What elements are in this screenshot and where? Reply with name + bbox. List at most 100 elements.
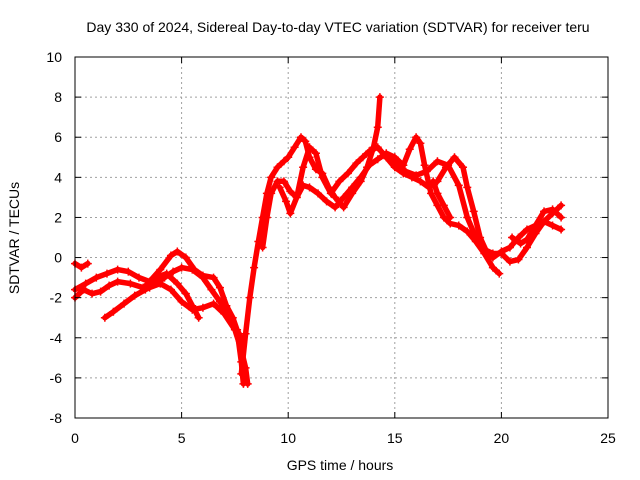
data-point [79,285,88,294]
data-point [557,225,566,234]
data-point [480,245,489,254]
data-point [495,269,504,278]
data-point [522,225,531,234]
data-point [299,163,308,172]
data-point [241,329,250,338]
chart-title: Day 330 of 2024, Sidereal Day-to-day VTE… [86,19,589,35]
y-tick-label: 8 [54,89,62,105]
plot-frame [74,56,609,419]
series-track [237,93,384,378]
data-point [177,297,186,306]
data-point [540,217,549,226]
data-point [557,213,566,222]
data-point [548,221,557,230]
data-point [412,133,421,142]
data-point [373,123,382,132]
data-point [429,177,438,186]
data-point [262,213,271,222]
data-point [522,235,531,244]
data-point [450,153,459,162]
data-point [275,183,284,192]
data-point [258,243,267,252]
data-point [166,251,175,260]
data-point [548,205,557,214]
x-tick-label: 5 [178,430,186,446]
series-band [238,94,383,377]
data-point [81,279,90,288]
series-band [102,264,247,345]
data-point [508,233,517,242]
series-track [429,177,455,222]
data-point [188,265,197,274]
data-point [92,273,101,282]
data-point [463,183,472,192]
data-point [267,173,276,182]
data-point [305,143,314,152]
y-tick-label: -8 [50,410,63,426]
series-track [71,247,248,388]
data-point [88,289,97,298]
data-point [299,181,308,190]
y-tick-label: 10 [46,49,62,65]
data-point [83,259,92,268]
data-point [126,279,135,288]
data-point [422,167,431,176]
data-point [401,167,410,176]
data-point [365,161,374,170]
data-point [120,299,129,308]
data-point [352,159,361,168]
data-point [416,177,425,186]
data-point [160,273,169,282]
data-point [156,265,165,274]
series-band [72,248,247,387]
data-point [77,263,86,272]
data-series [71,93,566,388]
y-tick-label: 4 [54,169,62,185]
series-track [508,205,566,248]
data-point [339,193,348,202]
data-point [488,249,497,258]
data-point [348,183,357,192]
x-tick-label: 25 [600,430,616,446]
data-point [365,147,374,156]
series-track [145,279,252,388]
data-point [273,163,282,172]
data-point [531,221,540,230]
data-point [245,293,254,302]
x-tick-label: 15 [387,430,403,446]
data-point [505,243,514,252]
data-point [296,133,305,142]
x-axis-label: GPS time / hours [287,457,394,473]
data-point [358,153,367,162]
data-point [335,177,344,186]
data-point [557,201,566,210]
data-point [314,189,323,198]
data-point [459,163,468,172]
y-tick-label: 2 [54,209,62,225]
data-point [301,137,310,146]
data-point [540,207,549,216]
data-point [181,253,190,262]
y-tick-label: -6 [50,370,63,386]
y-tick-label: -4 [50,330,63,346]
data-point [124,267,133,276]
data-point [311,149,320,158]
data-point [215,283,224,292]
data-point [220,309,229,318]
data-point [488,263,497,272]
x-tick-label: 10 [280,430,296,446]
x-tick-label: 20 [494,430,510,446]
data-point [331,193,340,202]
data-point [463,213,472,222]
data-point [130,291,139,300]
data-point [109,307,118,316]
y-tick-label: 0 [54,250,62,266]
data-point [380,151,389,160]
data-point [326,189,335,198]
series-track [380,151,566,266]
data-point [279,157,288,166]
data-point [113,265,122,274]
data-point [439,201,448,210]
data-point [169,267,178,276]
data-point [420,161,429,170]
